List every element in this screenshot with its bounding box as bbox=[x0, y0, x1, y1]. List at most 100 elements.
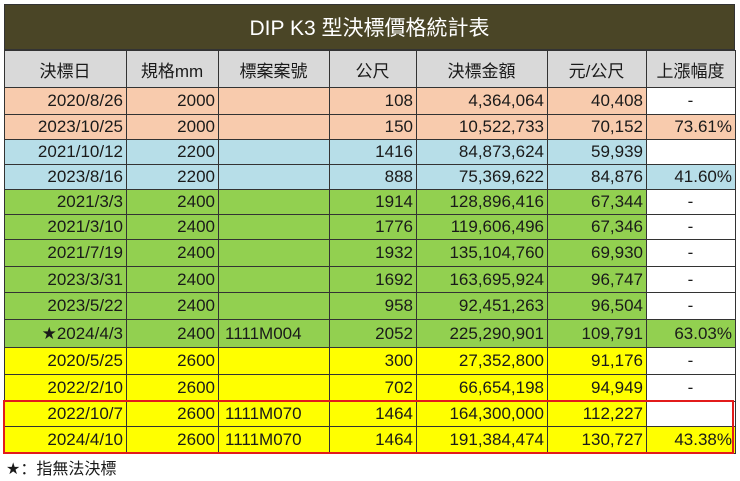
cell-case-no bbox=[218, 239, 330, 267]
cell-increase bbox=[646, 139, 736, 165]
cell-spec: 2200 bbox=[126, 164, 219, 190]
price-table: 決標日 規格mm 標案案號 公尺 決標金額 元/公尺 上漲幅度 2020/8/26 2000 1… bbox=[4, 50, 736, 454]
cell-amount: 10,522,733 bbox=[416, 114, 548, 140]
cell-spec: 2000 bbox=[126, 87, 219, 115]
price-table-container: DIP K3 型決標價格統計表 決標日 規格mm 標案案號 公尺 決標金額 元/公尺 上漲幅… bbox=[4, 4, 736, 454]
cell-price-per-meter: 94,949 bbox=[547, 374, 647, 402]
cell-meters: 1464 bbox=[329, 426, 417, 454]
cell-increase: - bbox=[646, 214, 736, 240]
cell-spec: 2400 bbox=[126, 292, 219, 320]
cell-increase: 41.60% bbox=[646, 164, 736, 190]
cell-price-per-meter: 84,876 bbox=[547, 164, 647, 190]
cell-spec: 2400 bbox=[126, 239, 219, 267]
cell-amount: 163,695,924 bbox=[416, 266, 548, 293]
cell-spec: 2600 bbox=[126, 426, 219, 454]
cell-price-per-meter: 67,344 bbox=[547, 189, 647, 215]
cell-spec: 2400 bbox=[126, 266, 219, 293]
cell-date: ★2024/4/3 bbox=[4, 319, 127, 348]
cell-case-no: 1111M004 bbox=[218, 319, 330, 348]
cell-price-per-meter: 130,727 bbox=[547, 426, 647, 454]
cell-increase: - bbox=[646, 374, 736, 402]
cell-meters: 958 bbox=[329, 292, 417, 320]
table-row: 2021/10/12 2200 1416 84,873,624 59,939 bbox=[4, 139, 736, 165]
cell-case-no bbox=[218, 292, 330, 320]
cell-date: 2022/10/7 bbox=[4, 401, 127, 427]
table-row: 2023/3/31 2400 1692 163,695,924 96,747- bbox=[4, 266, 736, 293]
cell-amount: 27,352,800 bbox=[416, 347, 548, 375]
cell-case-no bbox=[218, 266, 330, 293]
cell-date: 2023/8/16 bbox=[4, 164, 127, 190]
cell-price-per-meter: 69,930 bbox=[547, 239, 647, 267]
table-row: 2020/5/25 2600 300 27,352,800 91,176- bbox=[4, 347, 736, 375]
cell-amount: 84,873,624 bbox=[416, 139, 548, 165]
table-row: 2021/7/19 2400 1932 135,104,760 69,930- bbox=[4, 239, 736, 267]
cell-case-no bbox=[218, 139, 330, 165]
cell-spec: 2000 bbox=[126, 114, 219, 140]
cell-date: 2021/10/12 bbox=[4, 139, 127, 165]
header-spec: 規格mm bbox=[126, 50, 219, 88]
cell-price-per-meter: 91,176 bbox=[547, 347, 647, 375]
cell-date: 2021/3/3 bbox=[4, 189, 127, 215]
cell-meters: 1416 bbox=[329, 139, 417, 165]
cell-amount: 135,104,760 bbox=[416, 239, 548, 267]
cell-price-per-meter: 59,939 bbox=[547, 139, 647, 165]
cell-date: 2023/5/22 bbox=[4, 292, 127, 320]
cell-case-no bbox=[218, 214, 330, 240]
cell-date: 2024/4/10 bbox=[4, 426, 127, 454]
cell-date: 2023/10/25 bbox=[4, 114, 127, 140]
cell-case-no bbox=[218, 374, 330, 402]
cell-spec: 2600 bbox=[126, 374, 219, 402]
table-row: 2021/3/10 2400 1776 119,606,496 67,346- bbox=[4, 214, 736, 240]
cell-case-no bbox=[218, 164, 330, 190]
cell-date: 2022/2/10 bbox=[4, 374, 127, 402]
cell-case-no bbox=[218, 87, 330, 115]
cell-increase: 73.61% bbox=[646, 114, 736, 140]
cell-amount: 66,654,198 bbox=[416, 374, 548, 402]
table-row: 2023/10/25 2000 150 10,522,733 70,152 73.61% bbox=[4, 114, 736, 140]
table-row: 2022/10/7 2600 1111M070 1464 164,300,000 112,… bbox=[4, 401, 736, 427]
cell-meters: 300 bbox=[329, 347, 417, 375]
cell-case-no: 1111M070 bbox=[218, 401, 330, 427]
cell-case-no: 1111M070 bbox=[218, 426, 330, 454]
cell-spec: 2600 bbox=[126, 347, 219, 375]
header-price-per-meter: 元/公尺 bbox=[547, 50, 647, 88]
cell-amount: 75,369,622 bbox=[416, 164, 548, 190]
cell-meters: 1932 bbox=[329, 239, 417, 267]
cell-meters: 1464 bbox=[329, 401, 417, 427]
table-title: DIP K3 型決標價格統計表 bbox=[4, 4, 735, 50]
table-row: 2020/8/26 2000 108 4,364,064 40,408- bbox=[4, 87, 736, 115]
cell-meters: 1914 bbox=[329, 189, 417, 215]
cell-increase: - bbox=[646, 87, 736, 115]
cell-spec: 2600 bbox=[126, 401, 219, 427]
cell-spec: 2400 bbox=[126, 319, 219, 348]
cell-meters: 150 bbox=[329, 114, 417, 140]
cell-increase: 63.03% bbox=[646, 319, 736, 348]
cell-amount: 92,451,263 bbox=[416, 292, 548, 320]
table-row: 2024/4/10 2600 1111M070 1464 191,384,474 130,… bbox=[4, 426, 736, 454]
cell-amount: 164,300,000 bbox=[416, 401, 548, 427]
cell-date: 2020/5/25 bbox=[4, 347, 127, 375]
cell-meters: 2052 bbox=[329, 319, 417, 348]
cell-price-per-meter: 67,346 bbox=[547, 214, 647, 240]
cell-amount: 119,606,496 bbox=[416, 214, 548, 240]
cell-date: 2020/8/26 bbox=[4, 87, 127, 115]
cell-increase: 43.38% bbox=[646, 426, 736, 454]
cell-price-per-meter: 109,791 bbox=[547, 319, 647, 348]
cell-amount: 128,896,416 bbox=[416, 189, 548, 215]
cell-increase: - bbox=[646, 189, 736, 215]
header-date: 決標日 bbox=[4, 50, 127, 88]
cell-meters: 888 bbox=[329, 164, 417, 190]
cell-price-per-meter: 96,504 bbox=[547, 292, 647, 320]
header-meters: 公尺 bbox=[329, 50, 417, 88]
header-row: 決標日 規格mm 標案案號 公尺 決標金額 元/公尺 上漲幅度 bbox=[4, 50, 736, 88]
cell-case-no bbox=[218, 189, 330, 215]
cell-spec: 2400 bbox=[126, 189, 219, 215]
cell-date: 2023/3/31 bbox=[4, 266, 127, 293]
cell-amount: 225,290,901 bbox=[416, 319, 548, 348]
cell-increase: - bbox=[646, 292, 736, 320]
cell-price-per-meter: 112,227 bbox=[547, 401, 647, 427]
table-row: ★2024/4/3 2400 1111M004 2052 225,290,901 109,… bbox=[4, 319, 736, 348]
table-row: 2023/5/22 2400 958 92,451,263 96,504- bbox=[4, 292, 736, 320]
cell-meters: 1776 bbox=[329, 214, 417, 240]
header-amount: 決標金額 bbox=[416, 50, 548, 88]
